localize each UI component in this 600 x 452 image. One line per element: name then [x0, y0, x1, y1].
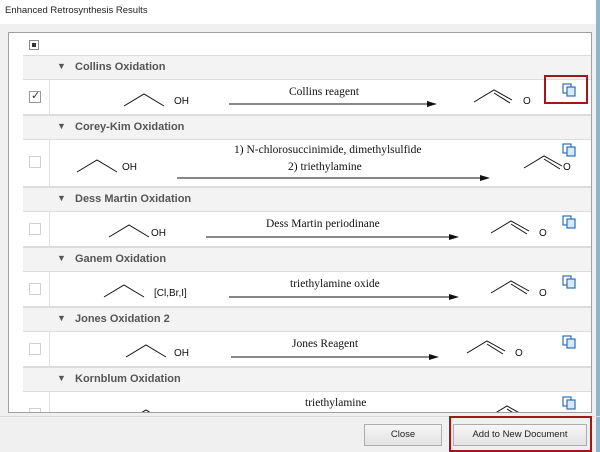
reagent-line-1: 1) N-chlorosuccinimide, dimethylsulfide — [234, 144, 422, 156]
copy-to-clipboard-icon[interactable] — [562, 215, 576, 229]
select-all-row — [9, 33, 591, 55]
reactant-label: OH — [151, 228, 166, 239]
product-structure — [490, 280, 530, 295]
row-checkbox[interactable] — [29, 223, 41, 235]
reagent-line: Dess Martin periodinane — [266, 218, 380, 230]
group-name: Ganem Oxidation — [75, 253, 167, 265]
close-button[interactable]: Close — [364, 424, 442, 446]
reaction-arrow — [177, 175, 490, 181]
reaction-row-dess-martin: OH Dess Martin periodinane O — [9, 212, 591, 247]
reaction-arrow — [206, 234, 459, 240]
group-name: Dess Martin Oxidation — [75, 193, 192, 205]
reactant-structure — [108, 224, 150, 238]
reagent-line: triethylamine — [305, 397, 367, 409]
add-to-new-document-button[interactable]: Add to New Document — [453, 424, 587, 446]
product-label: O — [515, 348, 523, 359]
reagent-line: Jones Reagent — [292, 338, 359, 350]
reaction-arrow — [231, 412, 446, 413]
copy-icon-highlight — [544, 75, 588, 104]
reagent-line: triethylamine oxide — [290, 278, 380, 290]
row-checkbox[interactable] — [29, 283, 41, 295]
reaction-arrow — [229, 294, 459, 300]
group-header-ganem[interactable]: ▼ Ganem Oxidation — [23, 247, 591, 272]
select-all-checkbox[interactable] — [29, 40, 39, 50]
group-name: Corey-Kim Oxidation — [75, 121, 185, 133]
product-structure — [473, 89, 513, 104]
window-edge — [596, 0, 600, 452]
collapse-caret-icon[interactable]: ▼ — [57, 121, 66, 131]
collapse-caret-icon[interactable]: ▼ — [57, 61, 66, 71]
title-bar: Enhanced Retrosynthesis Results — [0, 0, 600, 24]
group-header-kornblum[interactable]: ▼ Kornblum Oxidation — [23, 367, 591, 392]
group-name: Kornblum Oxidation — [75, 373, 181, 385]
collapse-caret-icon[interactable]: ▼ — [57, 313, 66, 323]
product-label: O — [523, 96, 531, 107]
collapse-caret-icon[interactable]: ▼ — [57, 373, 66, 383]
reaction-arrow — [231, 354, 439, 360]
group-header-jones[interactable]: ▼ Jones Oxidation 2 — [23, 307, 591, 332]
row-checkbox[interactable]: ✓ — [29, 90, 41, 103]
reactant-structure — [123, 93, 165, 107]
copy-to-clipboard-icon[interactable] — [562, 335, 576, 349]
checkmark-icon: ✓ — [31, 90, 41, 102]
reactant-label: OH — [122, 162, 137, 173]
product-structure — [490, 220, 530, 235]
group-header-collins[interactable]: ▼ Collins Oxidation — [23, 55, 591, 80]
reagent-line-2: 2) triethylamine — [288, 161, 362, 173]
reactant-structure — [125, 344, 167, 358]
reactant-structure — [141, 409, 151, 412]
row-checkbox[interactable] — [29, 156, 41, 168]
reaction-row-jones: OH Jones Reagent O — [9, 332, 591, 367]
group-name: Jones Oxidation 2 — [75, 313, 170, 325]
product-structure — [496, 405, 519, 412]
row-checkbox[interactable] — [29, 408, 41, 412]
reactant-structure — [103, 284, 145, 298]
copy-to-clipboard-icon[interactable] — [562, 83, 576, 97]
reactant-label: OH — [174, 348, 189, 359]
copy-to-clipboard-icon[interactable] — [562, 275, 576, 289]
copy-to-clipboard-icon[interactable] — [562, 396, 576, 410]
add-button-highlight — [449, 416, 592, 452]
collapse-caret-icon[interactable]: ▼ — [57, 193, 66, 203]
results-panel[interactable]: ▼ Collins Oxidation ✓ OH Collins reagent… — [8, 32, 592, 413]
row-checkbox[interactable] — [29, 343, 41, 355]
reaction-row-corey-kim: OH 1) N-chlorosuccinimide, dimethylsulfi… — [9, 140, 591, 187]
group-header-corey-kim[interactable]: ▼ Corey-Kim Oxidation — [23, 115, 591, 140]
reaction-arrow — [229, 101, 437, 107]
group-header-dess-martin[interactable]: ▼ Dess Martin Oxidation — [23, 187, 591, 212]
product-structure — [466, 340, 506, 355]
reactant-label: [Cl,Br,I] — [154, 288, 187, 299]
product-label: O — [563, 162, 571, 173]
footer-divider — [0, 416, 600, 417]
reactant-label: OH — [174, 96, 189, 107]
reagent-line: Collins reagent — [289, 86, 359, 98]
copy-to-clipboard-icon[interactable] — [562, 143, 576, 157]
reaction-row-kornblum: triethylamine — [9, 392, 591, 413]
product-label: O — [539, 288, 547, 299]
product-structure — [523, 155, 563, 170]
reactant-structure — [76, 159, 118, 173]
reaction-row-collins: ✓ OH Collins reagent O — [9, 80, 591, 115]
product-label: O — [539, 228, 547, 239]
collapse-caret-icon[interactable]: ▼ — [57, 253, 66, 263]
group-name: Collins Oxidation — [75, 61, 166, 73]
window-title: Enhanced Retrosynthesis Results — [5, 5, 148, 16]
reaction-row-ganem: [Cl,Br,I] triethylamine oxide O — [9, 272, 591, 307]
